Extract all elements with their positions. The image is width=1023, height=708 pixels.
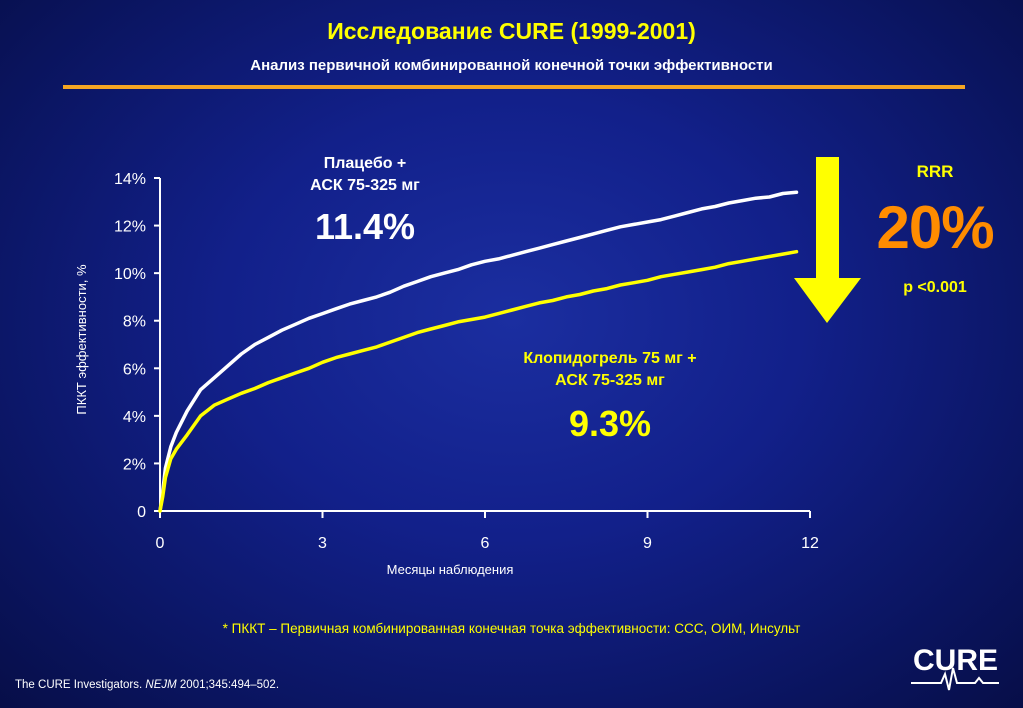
x-tick-label: 6 <box>481 535 490 552</box>
placebo-series-label: Плацебо + АСК 75-325 мг <box>250 153 480 197</box>
citation: The CURE Investigators. NEJM 2001;345:49… <box>15 679 279 691</box>
chart-series <box>158 190 799 513</box>
x-axis-title: Месяцы наблюдения <box>387 562 514 577</box>
y-tick-label: 10% <box>114 266 146 283</box>
placebo-label-line1: Плацебо + <box>323 155 407 172</box>
y-tick-label: 12% <box>114 219 146 236</box>
citation-prefix: The CURE Investigators. <box>15 679 146 691</box>
y-tick-label: 0 <box>137 504 146 521</box>
rrr-value: 20% <box>876 194 994 261</box>
x-tick-label: 0 <box>156 535 165 552</box>
chart-axes: 0 2% 4% 6% 8% 10% 12% 14% 0 3 6 9 12 Месяцы наблюдени… <box>74 171 819 577</box>
y-tick-label: 2% <box>123 456 146 473</box>
rrr-label: RRR <box>916 162 954 181</box>
slide-subtitle: Анализ первичной комбинированной конечно… <box>250 57 773 74</box>
y-tick-label: 8% <box>123 314 146 331</box>
clopidogrel-series-line <box>158 249 799 513</box>
cure-logo: CURE <box>905 638 1005 698</box>
clopidogrel-label-line1: Клопидогрель 75 мг + <box>523 350 697 367</box>
rrr-down-arrow-icon <box>794 157 861 323</box>
x-tick-label: 3 <box>318 535 327 552</box>
clopidogrel-value: 9.3% <box>568 403 652 444</box>
placebo-series-line <box>158 190 799 513</box>
y-tick-label: 4% <box>123 409 146 426</box>
clopidogrel-label-line2: АСК 75-325 мг <box>555 372 665 389</box>
ecg-trace-icon <box>911 667 999 691</box>
x-tick-label: 12 <box>801 535 819 552</box>
citation-journal: NEJM <box>145 679 177 691</box>
footnote: * ПККТ – Первичная комбинированная конеч… <box>222 621 801 636</box>
x-tick-label: 9 <box>643 535 652 552</box>
placebo-value: 11.4% <box>314 206 416 247</box>
y-axis-title: ПККТ эффективности, % <box>74 264 89 415</box>
slide-title: Исследование CURE (1999-2001) <box>327 18 696 44</box>
citation-details: 2001;345:494–502. <box>176 679 280 691</box>
cure-logo-text: CURE <box>913 644 998 677</box>
clopidogrel-series-label: Клопидогрель 75 мг + АСК 75-325 мг <box>470 348 750 392</box>
p-value: p <0.001 <box>903 279 967 296</box>
y-tick-label: 14% <box>114 171 146 188</box>
cure-logo-graphic: CURE <box>911 644 999 691</box>
y-tick-label: 6% <box>123 361 146 378</box>
placebo-label-line2: АСК 75-325 мг <box>310 177 420 194</box>
title-divider <box>63 85 965 89</box>
